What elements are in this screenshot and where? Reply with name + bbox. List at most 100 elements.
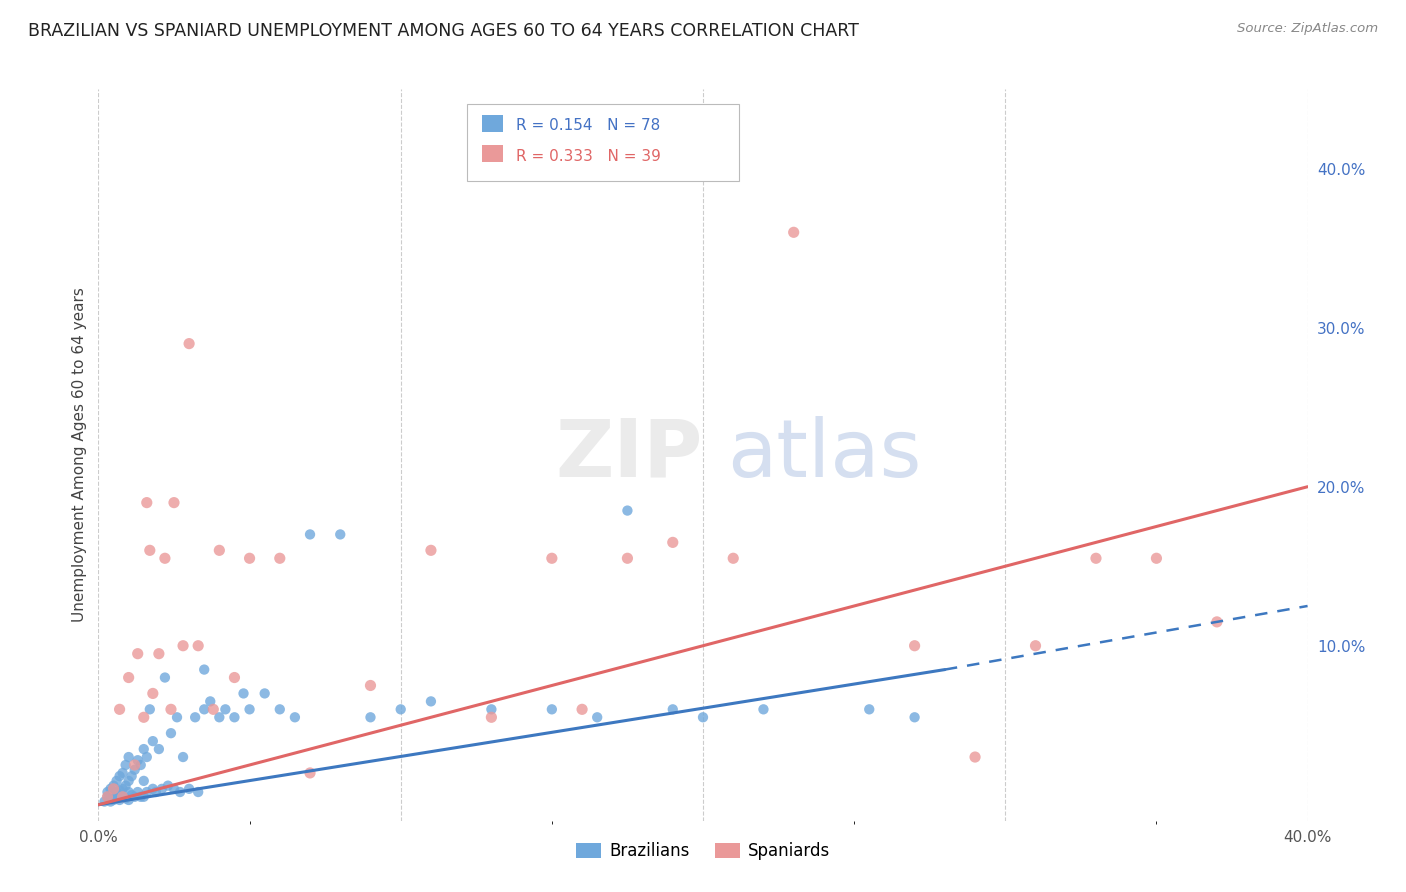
Point — [858, 702, 880, 716]
Point — [184, 710, 207, 724]
Point — [1085, 551, 1108, 566]
Point — [232, 686, 254, 700]
Point — [111, 766, 134, 780]
Point — [540, 702, 562, 716]
Point — [124, 763, 146, 777]
Point — [114, 758, 136, 772]
Point — [692, 710, 714, 724]
Point — [142, 781, 165, 796]
Point — [481, 710, 503, 724]
Point — [103, 779, 125, 793]
Point — [299, 527, 322, 541]
Point — [156, 779, 179, 793]
Point — [121, 788, 143, 802]
Point — [160, 726, 183, 740]
Point — [1144, 551, 1167, 566]
Point — [662, 702, 685, 716]
Point — [132, 789, 155, 804]
Point — [723, 551, 745, 566]
Point — [145, 785, 167, 799]
Point — [105, 773, 128, 788]
Text: BRAZILIAN VS SPANIARD UNEMPLOYMENT AMONG AGES 60 TO 64 YEARS CORRELATION CHART: BRAZILIAN VS SPANIARD UNEMPLOYMENT AMONG… — [28, 22, 859, 40]
Point — [139, 543, 162, 558]
Point — [420, 543, 443, 558]
Point — [118, 671, 141, 685]
Point — [299, 766, 322, 780]
Point — [124, 758, 146, 772]
Point — [135, 750, 157, 764]
Point — [420, 694, 443, 708]
Bar — [482, 114, 503, 132]
Point — [127, 647, 149, 661]
Point — [142, 686, 165, 700]
Point — [153, 551, 176, 566]
Point — [163, 781, 186, 796]
Point — [169, 785, 191, 799]
Point — [1206, 615, 1229, 629]
Point — [166, 710, 188, 724]
Point — [118, 785, 141, 799]
Point — [481, 702, 503, 716]
Point — [163, 495, 186, 509]
Point — [1024, 639, 1046, 653]
Point — [150, 781, 173, 796]
Point — [148, 647, 170, 661]
Point — [118, 793, 141, 807]
Point — [783, 225, 806, 239]
Point — [904, 710, 927, 724]
Point — [121, 769, 143, 783]
Point — [103, 781, 125, 796]
Point — [96, 785, 118, 799]
Point — [965, 750, 987, 764]
Point — [114, 791, 136, 805]
Point — [105, 791, 128, 805]
Point — [586, 710, 609, 724]
Point — [540, 551, 562, 566]
Point — [108, 769, 131, 783]
Y-axis label: Unemployment Among Ages 60 to 64 years: Unemployment Among Ages 60 to 64 years — [72, 287, 87, 623]
Point — [253, 686, 276, 700]
Point — [284, 710, 307, 724]
Point — [135, 495, 157, 509]
Point — [114, 779, 136, 793]
Point — [179, 781, 201, 796]
Point — [100, 795, 122, 809]
Point — [160, 702, 183, 716]
Text: R = 0.154   N = 78: R = 0.154 N = 78 — [516, 119, 659, 133]
Point — [616, 503, 638, 517]
Point — [329, 527, 352, 541]
Point — [389, 702, 412, 716]
Point — [571, 702, 593, 716]
Point — [108, 702, 131, 716]
Point — [239, 702, 262, 716]
Point — [200, 694, 222, 708]
Point — [111, 781, 134, 796]
Point — [752, 702, 775, 716]
Point — [111, 789, 134, 804]
Point — [208, 543, 231, 558]
Point — [96, 789, 118, 804]
Point — [208, 710, 231, 724]
Point — [103, 788, 125, 802]
Point — [202, 702, 225, 716]
Point — [118, 773, 141, 788]
Text: R = 0.333   N = 39: R = 0.333 N = 39 — [516, 149, 661, 164]
Point — [193, 663, 215, 677]
Point — [239, 551, 262, 566]
Point — [224, 710, 246, 724]
Point — [269, 702, 291, 716]
Point — [100, 781, 122, 796]
Point — [187, 639, 209, 653]
Point — [148, 742, 170, 756]
Point — [139, 702, 162, 716]
Point — [153, 671, 176, 685]
Point — [132, 742, 155, 756]
Point — [105, 785, 128, 799]
Point — [360, 678, 382, 692]
Point — [142, 734, 165, 748]
Point — [129, 789, 152, 804]
Point — [129, 758, 152, 772]
Legend: Brazilians, Spaniards: Brazilians, Spaniards — [569, 836, 837, 867]
Point — [118, 750, 141, 764]
Point — [111, 789, 134, 804]
